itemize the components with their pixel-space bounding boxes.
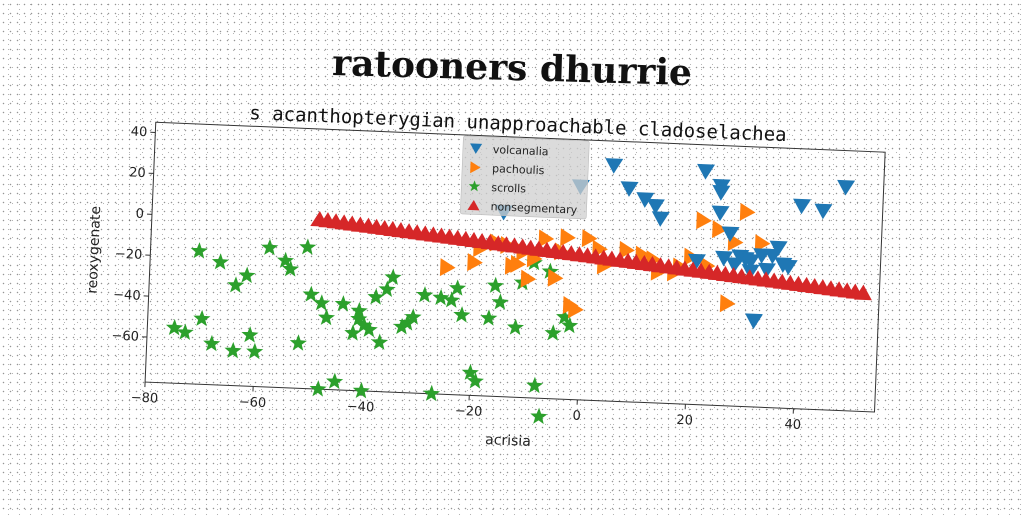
scrolls-point bbox=[432, 289, 450, 306]
scrolls-point bbox=[313, 294, 331, 311]
pachoulis-point bbox=[521, 270, 537, 289]
volcanalia-point bbox=[814, 204, 833, 220]
scrolls-point bbox=[367, 288, 385, 305]
scrolls-point bbox=[506, 318, 524, 335]
y-axis: −60 −40 −20 0 20 40 bbox=[111, 124, 155, 345]
x-tick-label: −20 bbox=[455, 404, 483, 420]
pachoulis-point bbox=[720, 294, 736, 313]
legend-label-pachoulis: pachoulis bbox=[492, 162, 545, 177]
volcanalia-point bbox=[696, 164, 715, 180]
legend-label-scrolls: scrolls bbox=[491, 181, 526, 195]
y-tick-label: 0 bbox=[135, 207, 144, 222]
pachoulis-point bbox=[696, 211, 712, 230]
scrolls-point bbox=[352, 382, 370, 399]
scrolls-point bbox=[238, 266, 256, 283]
legend-label-volcanalia: volcanalia bbox=[493, 143, 549, 158]
scrolls-point bbox=[289, 334, 307, 351]
x-tick-label: −60 bbox=[238, 395, 266, 411]
volcanalia-point bbox=[836, 180, 855, 196]
x-axis: −80 −60 −40 −20 0 20 40 bbox=[130, 381, 801, 432]
volcanalia-point bbox=[712, 185, 731, 201]
scrolls-point bbox=[309, 380, 327, 397]
x-tick-label: −80 bbox=[130, 390, 158, 406]
scrolls-point bbox=[326, 372, 344, 389]
scrolls-point bbox=[544, 324, 562, 341]
scrolls-point bbox=[443, 291, 461, 308]
scrolls-point bbox=[193, 309, 211, 326]
volcanalia-point bbox=[620, 181, 639, 197]
y-tick-label: 40 bbox=[130, 124, 147, 140]
scrolls-point bbox=[317, 308, 335, 325]
scrolls-point bbox=[526, 376, 544, 393]
scrolls-point bbox=[224, 341, 242, 358]
scrolls-point bbox=[190, 242, 208, 259]
scrolls-point bbox=[203, 334, 221, 351]
y-tick-label: −60 bbox=[111, 329, 139, 345]
scrolls-point bbox=[487, 276, 505, 293]
scrolls-point bbox=[416, 286, 434, 303]
pachoulis-point bbox=[740, 203, 756, 222]
volcanalia-point bbox=[792, 199, 811, 215]
chart-group: s acanthopterygian unapproachable clados… bbox=[79, 96, 886, 464]
scrolls-point bbox=[212, 253, 230, 270]
x-axis-label: acrisia bbox=[485, 432, 531, 450]
scrolls-point bbox=[453, 306, 471, 323]
scrolls-point bbox=[227, 276, 245, 293]
scrolls-point bbox=[241, 326, 259, 343]
scrolls-point bbox=[480, 309, 498, 326]
x-tick-label: −40 bbox=[347, 399, 375, 415]
chart-title: ratooners dhurrie bbox=[332, 42, 693, 94]
x-tick-label: 20 bbox=[676, 413, 693, 429]
volcanalia-point bbox=[744, 313, 763, 329]
scrolls-point bbox=[530, 407, 548, 424]
y-tick-label: −40 bbox=[113, 288, 141, 304]
scrolls-point bbox=[344, 324, 362, 341]
pachoulis-point bbox=[548, 269, 564, 288]
scrolls-point bbox=[491, 293, 509, 310]
scrolls-point bbox=[334, 295, 352, 312]
scrolls-point bbox=[166, 319, 184, 336]
y-tick-label: 20 bbox=[129, 165, 146, 181]
volcanalia-point bbox=[605, 158, 624, 174]
scrolls-point bbox=[299, 238, 317, 255]
volcanalia-point bbox=[651, 211, 670, 227]
x-tick-label: 0 bbox=[572, 409, 581, 424]
pachoulis-point bbox=[440, 258, 456, 277]
x-tick-label: 40 bbox=[784, 417, 801, 433]
scrolls-point bbox=[261, 238, 279, 255]
volcanalia-point bbox=[711, 205, 730, 221]
pachoulis-point bbox=[560, 228, 576, 247]
scrolls-point bbox=[302, 285, 320, 302]
y-axis-label: reoxygenate bbox=[85, 206, 105, 294]
scrolls-point bbox=[423, 384, 441, 401]
scrolls-point bbox=[246, 342, 264, 359]
y-tick-label: −20 bbox=[115, 247, 143, 263]
